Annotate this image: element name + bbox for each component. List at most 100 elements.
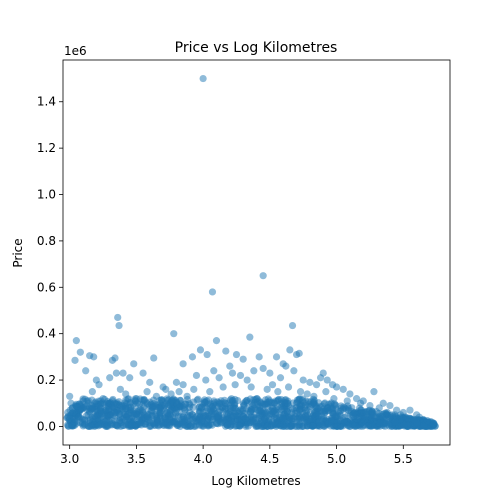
scatter-point bbox=[272, 353, 281, 361]
scatter-point bbox=[356, 399, 365, 407]
scatter-point bbox=[299, 395, 307, 403]
scatter-point bbox=[86, 415, 94, 423]
scatter-point bbox=[362, 408, 370, 416]
scatter-point bbox=[106, 374, 114, 382]
scatter-point bbox=[302, 412, 310, 420]
scatter-point bbox=[236, 422, 244, 430]
scatter-point bbox=[220, 396, 229, 404]
scatter-point bbox=[139, 401, 147, 409]
scatter-point bbox=[366, 401, 374, 410]
scatter-point bbox=[370, 388, 378, 396]
scatter-point bbox=[318, 421, 326, 429]
scatter-point bbox=[283, 408, 291, 416]
scatter-point bbox=[151, 421, 159, 429]
scatter-point bbox=[65, 414, 74, 423]
scatter-point bbox=[162, 385, 170, 393]
scatter-point bbox=[299, 376, 307, 384]
scatter-point bbox=[66, 392, 74, 400]
scatter-point bbox=[118, 415, 126, 423]
y-axis-label: Price bbox=[11, 238, 25, 267]
scatter-point bbox=[322, 388, 330, 396]
scatter-point bbox=[140, 420, 148, 428]
scatter-point bbox=[108, 397, 117, 405]
scatter-point bbox=[186, 401, 194, 409]
x-axis: 3.0 3.5 4.0 4.5 5.0 5.5 bbox=[60, 445, 413, 466]
scatter-point bbox=[346, 390, 354, 398]
scatter-point bbox=[313, 411, 321, 419]
scatter-point bbox=[375, 404, 383, 412]
scatter-point bbox=[269, 420, 277, 428]
scatter-point bbox=[175, 388, 183, 396]
scatter-point bbox=[353, 415, 361, 423]
scatter-point bbox=[339, 385, 347, 393]
plot-area bbox=[63, 74, 439, 431]
y-tick-label: 0.4 bbox=[37, 327, 56, 341]
x-tick-label: 4.0 bbox=[194, 452, 213, 466]
x-tick-label: 5.0 bbox=[327, 452, 346, 466]
scatter-point bbox=[316, 403, 324, 411]
scatter-point bbox=[239, 355, 247, 363]
scatter-point bbox=[215, 374, 223, 382]
scatter-point bbox=[296, 388, 305, 396]
scatter-point bbox=[210, 407, 218, 415]
scatter-point bbox=[255, 411, 264, 419]
scatter-point bbox=[247, 413, 256, 421]
scatter-point bbox=[295, 349, 303, 357]
scatter-point bbox=[383, 408, 391, 417]
scatter-point bbox=[83, 401, 91, 410]
scatter-point bbox=[172, 378, 181, 386]
scatter-point bbox=[266, 369, 274, 377]
scatter-point bbox=[274, 388, 282, 396]
scatter-point bbox=[114, 313, 122, 322]
scatter-point bbox=[259, 272, 267, 280]
scatter-point bbox=[212, 419, 221, 427]
scatter-point bbox=[172, 417, 180, 425]
scatter-point bbox=[86, 408, 94, 417]
y-tick-label: 0.8 bbox=[37, 234, 56, 248]
scatter-point bbox=[415, 413, 423, 421]
scatter-point bbox=[179, 360, 187, 368]
scatter-point bbox=[115, 321, 123, 330]
scatter-point bbox=[153, 415, 161, 423]
scatter-point bbox=[192, 371, 201, 380]
x-tick-label: 3.0 bbox=[60, 452, 79, 466]
scatter-point bbox=[199, 74, 207, 83]
scatter-point bbox=[183, 392, 191, 400]
scatter-point bbox=[75, 413, 83, 421]
scatter-point bbox=[296, 402, 304, 411]
scatter-point bbox=[88, 388, 96, 396]
scatter-point bbox=[250, 367, 258, 375]
scatter-point bbox=[303, 390, 311, 398]
scatter-point bbox=[386, 401, 394, 410]
scatter-point bbox=[117, 404, 125, 412]
scatter-point bbox=[323, 376, 331, 384]
y-axis: 0.0 0.2 0.4 0.6 0.8 1.0 1.2 1.4 bbox=[37, 95, 63, 433]
scatter-point bbox=[76, 348, 84, 356]
y-tick-label: 1.2 bbox=[37, 141, 56, 155]
scatter-point bbox=[263, 422, 271, 430]
scatter-point bbox=[236, 371, 245, 380]
scatter-point bbox=[122, 390, 130, 398]
scatter-point bbox=[132, 401, 140, 409]
scatter-point bbox=[132, 395, 140, 403]
scatter-point bbox=[168, 396, 176, 405]
scatter-point bbox=[108, 416, 117, 425]
scatter-point bbox=[247, 383, 255, 391]
scatter-point bbox=[193, 412, 201, 420]
scatter-point bbox=[151, 403, 159, 411]
scatter-point bbox=[400, 421, 408, 429]
scatter-point bbox=[124, 410, 132, 419]
scatter-point bbox=[210, 367, 218, 375]
scatter-point bbox=[284, 383, 293, 391]
scatter-point bbox=[152, 392, 161, 400]
scatter-point bbox=[259, 364, 267, 373]
scatter-point bbox=[312, 381, 321, 389]
plot-frame bbox=[62, 59, 451, 446]
scatter-point bbox=[430, 420, 438, 428]
scatter-point bbox=[101, 418, 109, 426]
scatter-point bbox=[161, 401, 169, 409]
scatter-point bbox=[71, 356, 79, 364]
scatter-point bbox=[130, 360, 138, 368]
scatter-point bbox=[212, 337, 221, 345]
scatter-point bbox=[203, 421, 211, 429]
